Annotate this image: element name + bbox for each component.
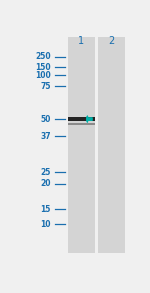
Bar bbox=[68, 123, 95, 125]
Text: 20: 20 bbox=[40, 179, 51, 188]
Text: 100: 100 bbox=[35, 71, 51, 80]
Text: 250: 250 bbox=[35, 52, 51, 61]
Text: 50: 50 bbox=[40, 115, 51, 124]
Text: 1: 1 bbox=[78, 36, 84, 46]
Text: 37: 37 bbox=[40, 132, 51, 141]
Text: 15: 15 bbox=[40, 205, 51, 214]
Text: 25: 25 bbox=[40, 168, 51, 177]
Bar bbox=[68, 117, 95, 121]
Bar bbox=[98, 38, 125, 253]
Text: 75: 75 bbox=[40, 82, 51, 91]
Text: 10: 10 bbox=[40, 220, 51, 229]
Text: 2: 2 bbox=[108, 36, 115, 46]
Bar bbox=[68, 38, 95, 253]
Text: 150: 150 bbox=[35, 63, 51, 72]
